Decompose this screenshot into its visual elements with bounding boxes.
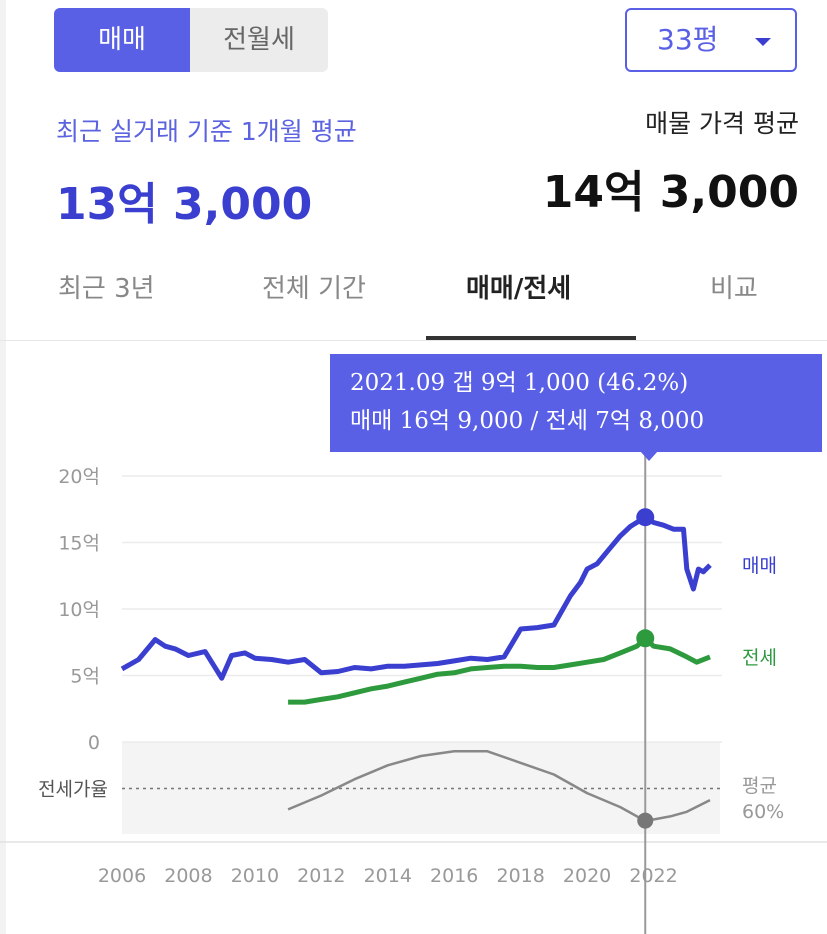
x-tick-label: 2012: [297, 865, 345, 887]
y-tick-label: 10억: [58, 599, 100, 621]
tab-recent-3y[interactable]: 최근 3년: [58, 274, 155, 304]
x-tick-label: 2020: [563, 865, 611, 887]
x-tick-label: 2022: [629, 865, 677, 887]
listing-avg-value: 14억 3,000: [542, 167, 799, 218]
chart-tooltip: 2021.09 갭 9억 1,000 (46.2%) 매매 16억 9,000 …: [330, 354, 822, 452]
x-tick-label: 2010: [231, 865, 279, 887]
ratio-avg-label-top: 평균: [742, 775, 777, 797]
recent-avg-label: 최근 실거래 기준 1개월 평균: [56, 117, 357, 146]
ratio-axis-label: 전세가율: [38, 779, 108, 801]
series-line-sale: [120, 514, 712, 681]
highlight-point-ratio: [637, 812, 654, 829]
area-dropdown[interactable]: 33평: [625, 8, 797, 72]
chevron-down-icon: [755, 38, 771, 46]
series-label-jeonse: 전세: [742, 647, 777, 669]
ratio-avg-label-bottom: 60%: [742, 801, 784, 823]
x-tick-label: 2008: [164, 865, 212, 887]
highlight-point-sale: [636, 508, 655, 527]
y-tick-label: 15억: [58, 533, 100, 555]
rent-tab-button[interactable]: 전월세: [223, 25, 295, 55]
tab-all-period[interactable]: 전체 기간: [262, 274, 366, 304]
series-label-sale: 매매: [742, 555, 777, 577]
recent-avg-value: 13억 3,000: [56, 179, 313, 230]
x-tick-label: 2006: [98, 865, 146, 887]
x-tick-label: 2016: [430, 865, 478, 887]
y-tick-label: 20억: [58, 466, 100, 488]
x-tick-label: 2018: [496, 865, 544, 887]
deal-type-toggle: 매매 전월세: [54, 8, 328, 72]
y-tick-label: 0: [88, 732, 100, 754]
tooltip-line-gap: 2021.09 갭 9억 1,000 (46.2%): [350, 370, 689, 396]
highlight-point-jeonse: [636, 629, 655, 648]
tooltip-line-prices: 매매 16억 9,000 / 전세 7억 8,000: [350, 408, 705, 434]
listing-avg-label: 매물 가격 평균: [645, 109, 799, 138]
tab-sale-jeonse[interactable]: 매매/전세: [466, 274, 572, 304]
x-tick-label: 2014: [364, 865, 412, 887]
series-line-ratio: [287, 750, 711, 823]
active-tab-indicator: [426, 336, 636, 340]
tooltip-arrow: [640, 451, 658, 461]
area-dropdown-value: 33평: [657, 23, 719, 56]
y-tick-label: 5억: [70, 666, 100, 688]
sale-tab-button[interactable]: 매매: [54, 8, 190, 72]
left-border: [0, 0, 6, 934]
tab-compare[interactable]: 비교: [710, 274, 758, 304]
tab-divider: [0, 340, 827, 341]
